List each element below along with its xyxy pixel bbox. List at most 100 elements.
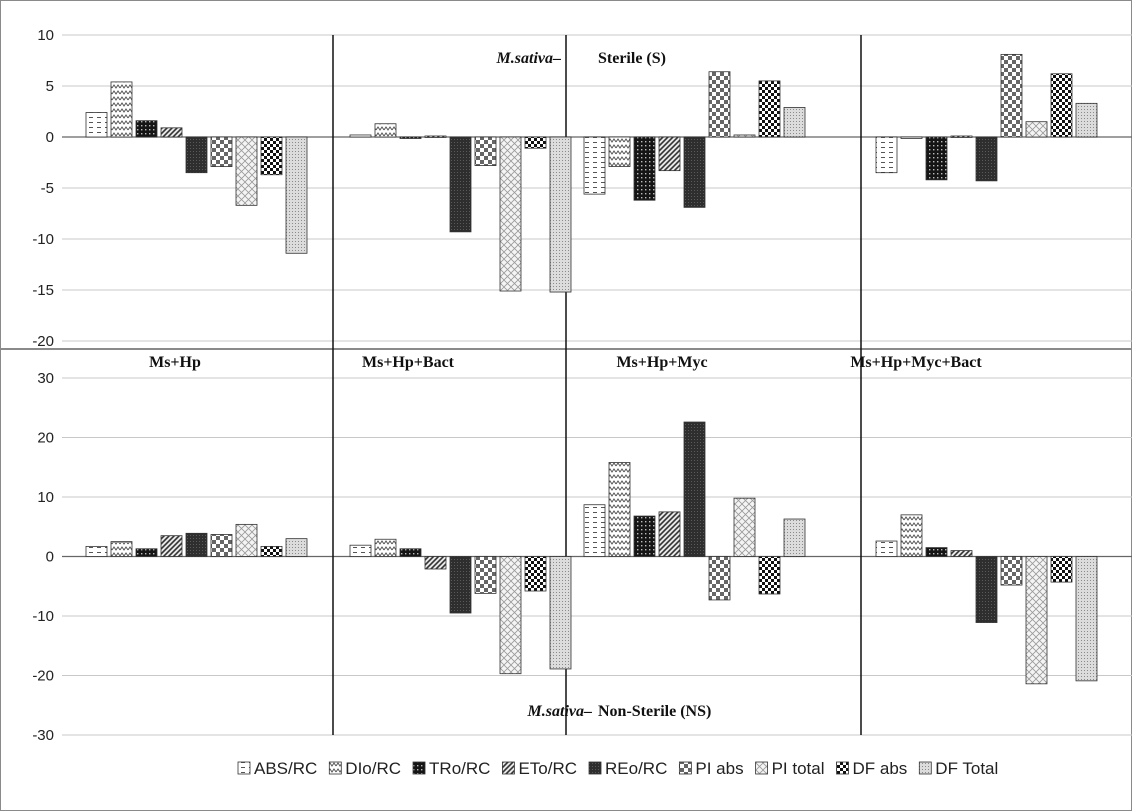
non-sterile-species-label: M.sativa– [527,703,592,720]
non-sterile-bar [185,532,208,557]
sterile-bar [658,136,681,172]
y-axis-sterile: 10 5 0 -5 -10 -15 -20 [32,27,54,350]
legend-label: ABS/RC [254,759,317,778]
non-sterile-bar [449,556,472,614]
sterile-y-tick-label: -10 [32,231,54,248]
non-sterile-bar [524,556,547,592]
legend-swatch [918,761,932,775]
non-sterile-bar [783,518,806,557]
sterile-y-tick-label: 5 [46,78,54,95]
sterile-bar [633,136,656,201]
sterile-y-tick-label: 0 [46,129,54,146]
non-sterile-bar [349,544,372,557]
non-sterile-bar [683,421,706,557]
panel-title-ms-hp-myc-bact: Ms+Hp+Myc+Bact [850,354,982,371]
non-sterile-bar [374,538,397,557]
sterile-bar [399,136,422,139]
non-sterile-bar [950,550,973,557]
y-axis-non-sterile: 30 20 10 0 -10 -20 -30 [32,370,54,744]
gridlines-non-sterile [62,377,1132,736]
sterile-bar [1025,121,1048,138]
legend-label: DF abs [853,759,908,778]
non-sterile-bar [474,556,497,594]
non-sterile-bar [900,514,923,557]
sterile-bar [524,136,547,149]
legend-label: PI abs [695,759,743,778]
non-sterile-bar [210,534,233,557]
non-sterile-bar [583,504,606,557]
sterile-bar [925,136,948,181]
legend-swatch [678,761,692,775]
sterile-bar [549,136,572,293]
sterile-bar [235,136,258,206]
panel-title-ms-hp: Ms+Hp [149,354,201,371]
legend-label: TRo/RC [429,759,490,778]
non-sterile-y-tick-label: -20 [32,668,54,685]
non-sterile-bar [1025,556,1048,685]
sterile-species-label: M.sativa– [496,50,561,67]
sterile-bar [1075,102,1098,138]
sterile-bar [758,80,781,138]
sterile-bar [260,136,283,176]
sterile-y-tick-label: -20 [32,333,54,350]
non-sterile-bar [925,547,948,557]
non-sterile-y-tick-label: 0 [46,549,54,566]
non-sterile-y-tick-label: 10 [37,489,54,506]
non-sterile-bar [1075,556,1098,682]
legend-label: PI total [772,759,825,778]
legend-label: REo/RC [605,759,667,778]
non-sterile-bar [110,541,133,557]
non-sterile-bar [424,556,447,570]
sterile-bar [374,123,397,138]
sterile-bar [683,136,706,208]
sterile-bar [499,136,522,292]
sterile-bar [185,136,208,174]
non-sterile-bar [658,511,681,557]
legend-label: DIo/RC [345,759,401,778]
non-sterile-bar [708,556,731,601]
non-sterile-bar [975,556,998,623]
sterile-bar [135,120,158,138]
sterile-bar [708,71,731,138]
bars-sterile [85,53,1098,293]
legend: ABS/RC DIo/RC TRo/RC ETo/RC REo/RC PI abs PI t… [237,759,998,778]
non-sterile-bar [85,545,108,557]
non-sterile-bar [875,540,898,557]
sterile-bar [783,107,806,138]
non-sterile-bar [285,538,308,557]
sterile-bar [474,136,497,166]
non-sterile-bar [1050,556,1073,583]
sterile-bar [1000,53,1023,138]
sterile-bar [110,81,133,138]
sterile-bar [424,135,447,138]
panel-title-ms-hp-myc: Ms+Hp+Myc [616,354,707,371]
sterile-bar [285,136,308,254]
legend-label: DF Total [935,759,998,778]
non-sterile-bar [633,515,656,557]
non-sterile-bar [160,535,183,557]
non-sterile-bar [499,556,522,675]
sterile-bar [733,134,756,138]
panel-title-ms-hp-bact: Ms+Hp+Bact [362,354,455,371]
non-sterile-y-tick-label: 30 [37,370,54,387]
non-sterile-bar [260,545,283,557]
sterile-bar [1050,73,1073,138]
non-sterile-bar [235,523,258,557]
sterile-y-tick-label: 10 [37,27,54,44]
legend-swatch [588,761,602,775]
sterile-y-tick-label: -5 [41,180,54,197]
legend-swatch [755,761,768,775]
legend-swatch [412,761,426,775]
non-sterile-bar [608,462,631,557]
sterile-bar [349,134,372,138]
sterile-bar [900,136,923,139]
legend-label: ETo/RC [518,759,577,778]
legend-swatch [502,761,515,775]
sterile-bar [85,112,108,138]
sterile-bar [583,136,606,195]
sterile-bar [160,127,183,138]
sterile-condition-label: Sterile (S) [598,50,666,67]
non-sterile-condition-label: Non-Sterile (NS) [598,703,711,720]
non-sterile-y-tick-label: -10 [32,608,54,625]
non-sterile-bar [758,556,781,595]
